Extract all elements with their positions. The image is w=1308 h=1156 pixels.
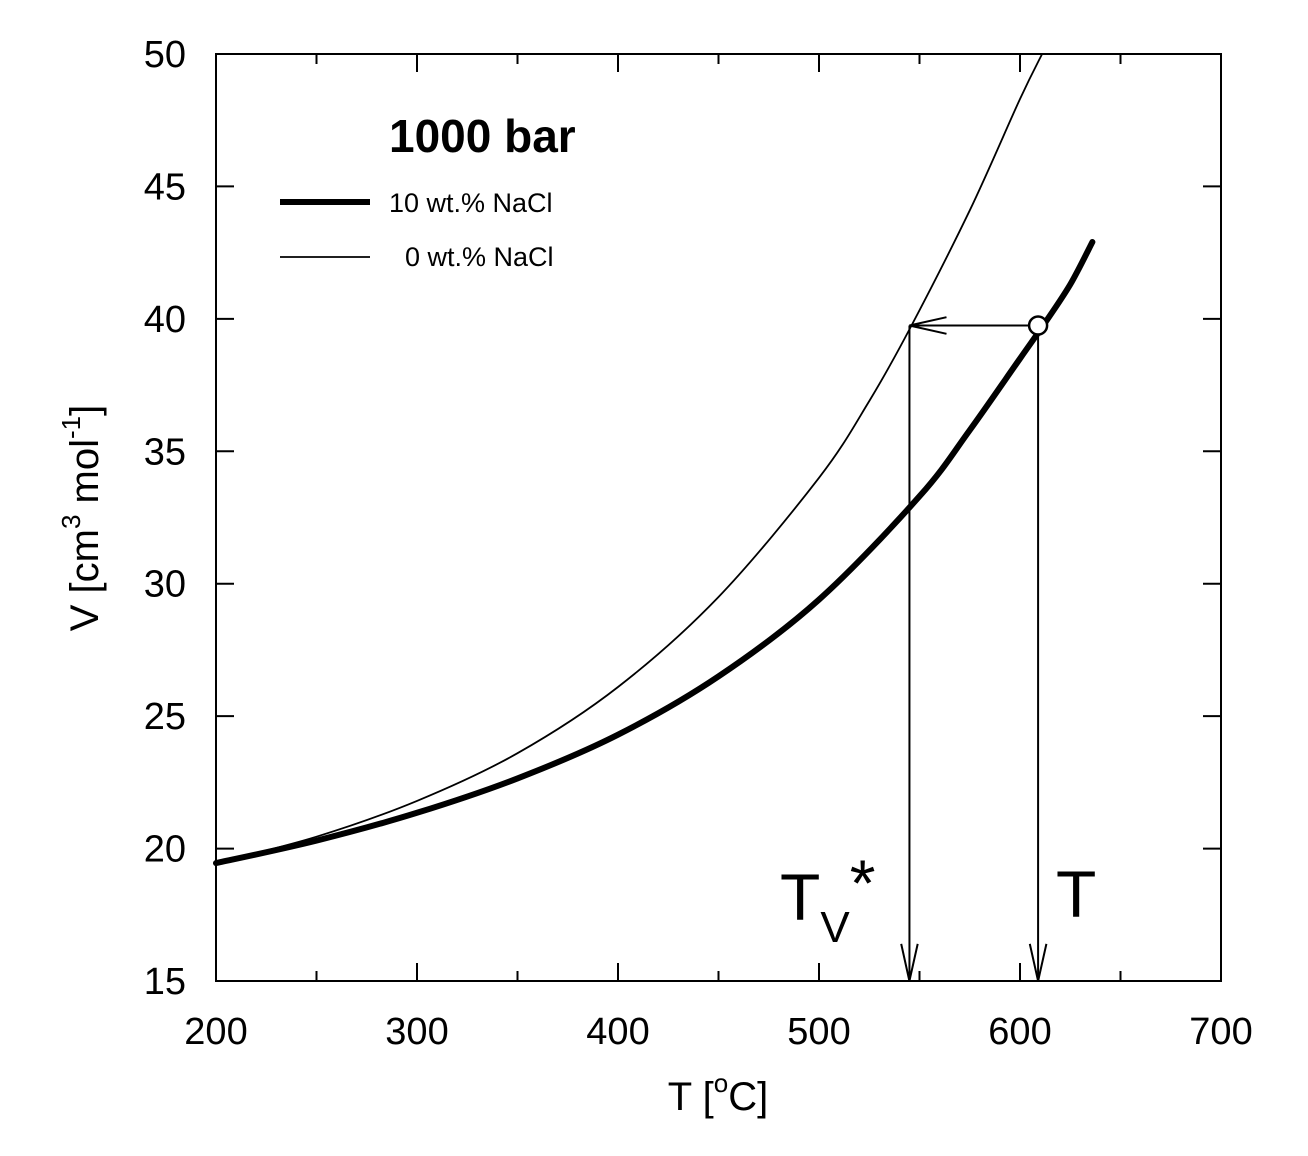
label-tv-star: TV* (780, 846, 875, 952)
plot-frame (215, 53, 1222, 982)
x-tick-label: 700 (1189, 1011, 1252, 1053)
x-tick-label: 400 (586, 1011, 649, 1053)
x-axis-title: T [oC] (668, 1068, 768, 1119)
y-tick-label: 35 (144, 431, 186, 473)
arrow-down-T-head (1028, 943, 1048, 982)
y-tick-label: 30 (144, 564, 186, 606)
x-tick-label: 600 (988, 1011, 1051, 1053)
x-tick-label: 200 (184, 1011, 247, 1053)
x-tick-label: 300 (385, 1011, 448, 1053)
x-tick-label: 500 (787, 1011, 850, 1053)
legend: 10 wt.% NaCl 0 wt.% NaCl (280, 188, 554, 272)
series-line-10-wt-nacl (213, 239, 1096, 867)
arrow-down-Tv-head (900, 943, 919, 982)
y-axis-title: V [cm3 mol-1] (56, 405, 107, 632)
y-tick-label: 20 (144, 829, 186, 871)
label-t: T (1056, 857, 1096, 931)
y-tick-label: 15 (144, 961, 186, 1003)
legend-label-0-wt: 0 wt.% NaCl (405, 242, 554, 272)
y-tick-label: 45 (144, 166, 186, 208)
legend-label-10-wt: 10 wt.% NaCl (389, 188, 553, 218)
annotation-layer (900, 315, 1049, 982)
series-line-0-wt-nacl (215, 53, 1043, 864)
y-tick-label: 50 (144, 34, 186, 76)
series-layer (213, 53, 1096, 867)
marker-point-t (1027, 315, 1049, 336)
y-tick-label: 25 (144, 696, 186, 738)
tick-labels: 200 300 400 500 600 700 15 20 25 30 35 40 45 50 (144, 34, 1253, 1053)
axis-ticks (215, 53, 1222, 982)
y-tick-label: 40 (144, 299, 186, 341)
chart-title: 1000 bar (389, 110, 576, 162)
